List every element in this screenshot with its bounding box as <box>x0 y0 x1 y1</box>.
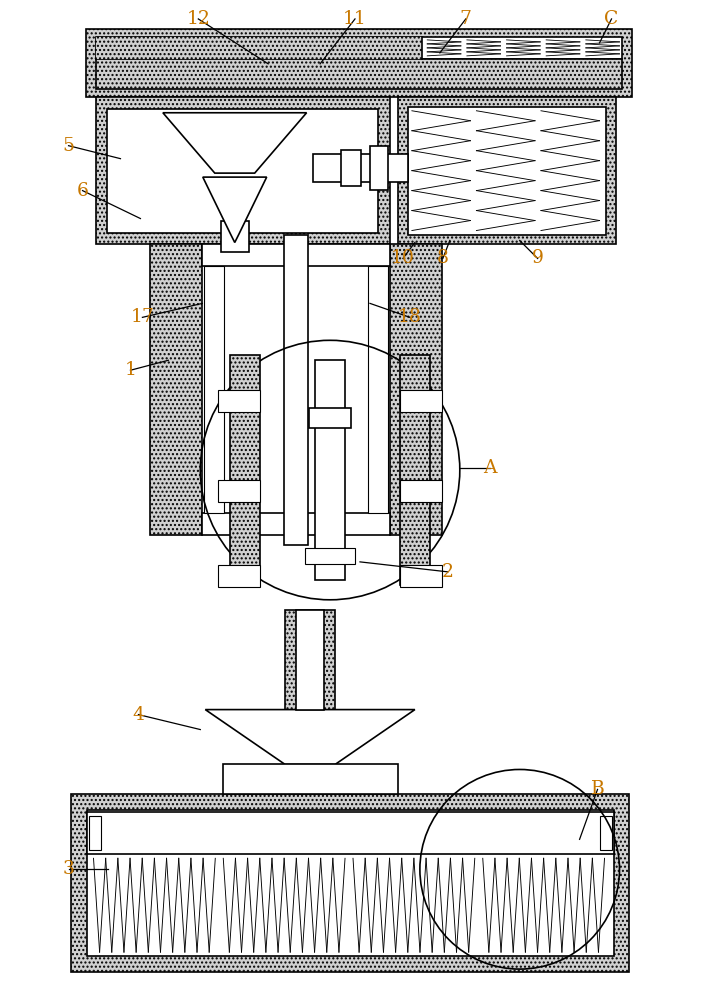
Bar <box>390 244 442 535</box>
Text: 3: 3 <box>62 860 75 878</box>
Bar <box>368 266 388 513</box>
Text: 2: 2 <box>442 563 454 581</box>
Text: 11: 11 <box>343 10 367 28</box>
Bar <box>315 360 345 580</box>
Bar <box>400 480 442 502</box>
Bar <box>285 610 335 710</box>
Bar <box>205 266 224 513</box>
Text: B: B <box>591 780 605 798</box>
Bar <box>600 816 612 850</box>
Text: 18: 18 <box>398 308 422 326</box>
Bar <box>309 408 351 428</box>
Text: 10: 10 <box>391 249 415 267</box>
Bar <box>400 565 442 587</box>
Bar <box>305 548 355 564</box>
Bar <box>70 794 630 972</box>
Bar <box>223 764 398 794</box>
Bar <box>95 37 623 59</box>
Bar <box>202 244 390 266</box>
Text: 17: 17 <box>131 308 154 326</box>
Text: 1: 1 <box>124 361 136 379</box>
Text: A: A <box>483 459 496 477</box>
Bar <box>220 221 248 252</box>
Bar <box>218 565 260 587</box>
Text: C: C <box>605 10 619 28</box>
Text: 9: 9 <box>532 249 544 267</box>
Bar <box>202 513 390 535</box>
Polygon shape <box>202 177 266 242</box>
Text: 5: 5 <box>62 137 75 155</box>
Text: 7: 7 <box>460 10 472 28</box>
Bar <box>87 812 613 854</box>
Bar <box>218 480 260 502</box>
Text: 12: 12 <box>187 10 210 28</box>
Polygon shape <box>163 113 307 173</box>
Bar <box>296 610 324 710</box>
Text: 4: 4 <box>132 706 144 724</box>
Bar <box>150 244 202 535</box>
Bar <box>341 150 361 186</box>
Bar <box>95 97 390 244</box>
Bar <box>400 390 442 412</box>
Bar <box>230 355 260 585</box>
Bar <box>312 154 408 182</box>
Bar <box>85 29 633 97</box>
Bar <box>400 355 430 585</box>
Bar <box>88 816 101 850</box>
Bar <box>87 810 613 956</box>
Bar <box>218 390 260 412</box>
Bar <box>284 235 308 545</box>
Bar <box>95 37 422 59</box>
Bar <box>370 146 388 190</box>
Text: 6: 6 <box>77 182 88 200</box>
Bar <box>398 97 615 244</box>
Text: 8: 8 <box>437 249 449 267</box>
Bar <box>108 109 378 233</box>
Bar <box>95 59 623 89</box>
Polygon shape <box>205 710 415 764</box>
Bar <box>408 107 605 235</box>
